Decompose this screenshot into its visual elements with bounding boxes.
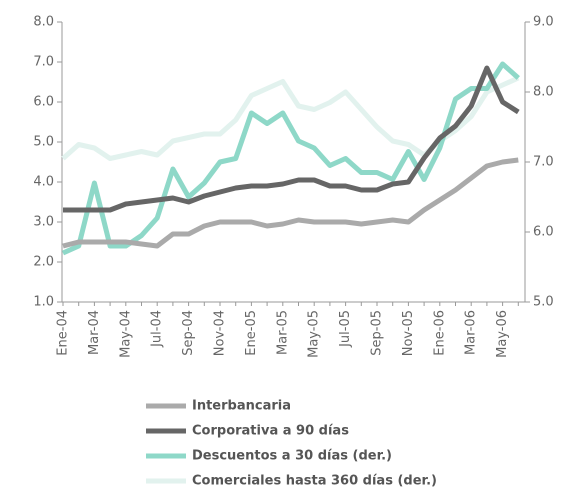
y-tick-label: 8.0 bbox=[33, 15, 54, 30]
y2-tick-label: 5.0 bbox=[533, 295, 554, 310]
legend-label: Interbancaria bbox=[192, 399, 291, 414]
y2-tick-label: 6.0 bbox=[533, 225, 554, 240]
y-tick-label: 2.0 bbox=[33, 255, 54, 270]
x-tick-label: Jul-04 bbox=[150, 310, 165, 348]
legend-label: Corporativa a 90 días bbox=[192, 424, 349, 439]
x-tick-label: Nov-04 bbox=[213, 310, 228, 356]
x-tick-label: Sep-05 bbox=[370, 310, 385, 356]
series-line bbox=[63, 65, 520, 213]
legend-label: Descuentos a 30 días (der.) bbox=[192, 449, 392, 464]
y2-tick-label: 8.0 bbox=[533, 85, 554, 100]
y-tick-label: 6.0 bbox=[33, 95, 54, 110]
x-tick-label: Ene-06 bbox=[432, 310, 447, 356]
x-tick-label: Mar-05 bbox=[275, 310, 290, 355]
series-line bbox=[61, 61, 520, 256]
x-tick-label: Ene-05 bbox=[244, 310, 259, 356]
x-tick-label: May-05 bbox=[307, 310, 322, 358]
x-tick-label: Mar-04 bbox=[87, 310, 102, 355]
x-tick-label: Mar-06 bbox=[464, 310, 479, 355]
legend-label: Comerciales hasta 360 días (der.) bbox=[192, 474, 437, 488]
y2-tick-label: 7.0 bbox=[533, 155, 554, 170]
y-tick-label: 7.0 bbox=[33, 55, 54, 70]
x-tick-label: Sep-04 bbox=[181, 310, 196, 356]
x-tick-label: Ene-04 bbox=[56, 310, 71, 356]
y-tick-label: 3.0 bbox=[33, 215, 54, 230]
x-tick-label: Jul-05 bbox=[338, 310, 353, 348]
y2-tick-label: 9.0 bbox=[533, 15, 554, 30]
y-tick-label: 1.0 bbox=[33, 295, 54, 310]
series-line bbox=[62, 157, 519, 249]
y-tick-label: 5.0 bbox=[33, 135, 54, 150]
x-tick-label: May-04 bbox=[118, 310, 133, 358]
x-tick-label: May-06 bbox=[495, 310, 510, 358]
x-tick-label: Nov-05 bbox=[401, 310, 416, 356]
y-tick-label: 4.0 bbox=[33, 175, 54, 190]
